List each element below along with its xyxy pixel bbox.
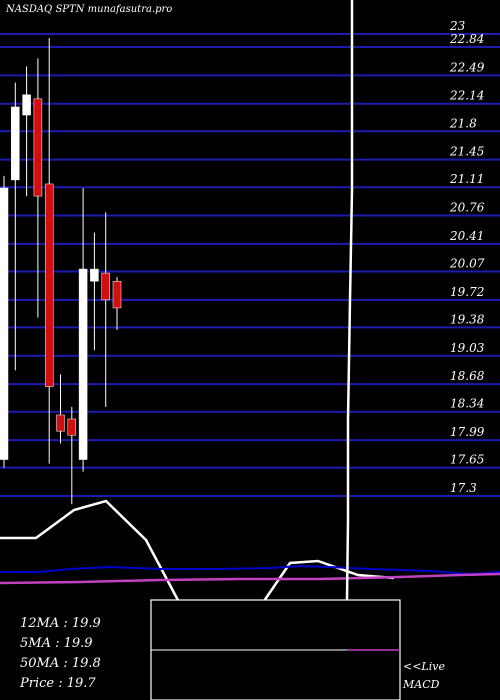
ma-long-line	[0, 564, 500, 576]
candle-body	[101, 272, 110, 301]
chart-title: NASDAQ SPTN munafasutra.pro	[5, 4, 172, 15]
candle-body	[112, 280, 122, 309]
candle-body	[22, 94, 31, 116]
y-tick-label: 22.49	[449, 60, 485, 74]
y-tick-label: 19.03	[450, 341, 485, 355]
y-tick-label: 20.07	[449, 256, 485, 270]
candle-body	[90, 268, 99, 282]
live-label: <<Live	[403, 660, 445, 673]
ma-short-line	[0, 499, 395, 606]
info-panel: 12MA : 19.9 5MA : 19.9 50MA : 19.8 Price : …	[19, 616, 445, 691]
y-tick-label: 22.14	[449, 89, 484, 103]
macd-spike-line	[345, 0, 354, 648]
candle-body	[67, 418, 77, 436]
macd-label: MACD	[402, 678, 440, 691]
ma-very-long-line	[0, 572, 500, 585]
y-tick-label: 23	[449, 19, 466, 33]
candle-body	[56, 414, 65, 432]
y-tick-label: 18.34	[450, 397, 484, 411]
y-tick-label: 17.99	[450, 425, 485, 439]
y-tick-label: 17.3	[450, 481, 477, 495]
candles	[0, 38, 122, 505]
y-tick-label: 21.45	[449, 145, 484, 159]
y-tick-label: 21.8	[449, 116, 477, 130]
y-tick-label: 19.72	[450, 285, 484, 299]
y-tick-label: 18.68	[450, 369, 485, 383]
stat-12ma: 12MA : 19.9	[20, 616, 101, 631]
y-tick-label: 17.65	[450, 453, 484, 467]
y-tick-label: 19.38	[450, 312, 485, 326]
stat-5ma: 5MA : 19.9	[20, 636, 93, 651]
candle-body	[78, 268, 88, 460]
y-tick-label: 21.11	[449, 172, 484, 186]
stat-price: Price : 19.7	[19, 676, 96, 691]
candle-body	[0, 187, 9, 460]
candle-body	[44, 183, 54, 387]
candle-body	[33, 98, 43, 197]
y-tick-label: 22.84	[449, 32, 484, 46]
y-tick-label: 20.41	[449, 229, 484, 243]
y-tick-label: 20.76	[449, 201, 485, 215]
candle-body	[11, 106, 20, 181]
stat-50ma: 50MA : 19.8	[20, 656, 101, 671]
